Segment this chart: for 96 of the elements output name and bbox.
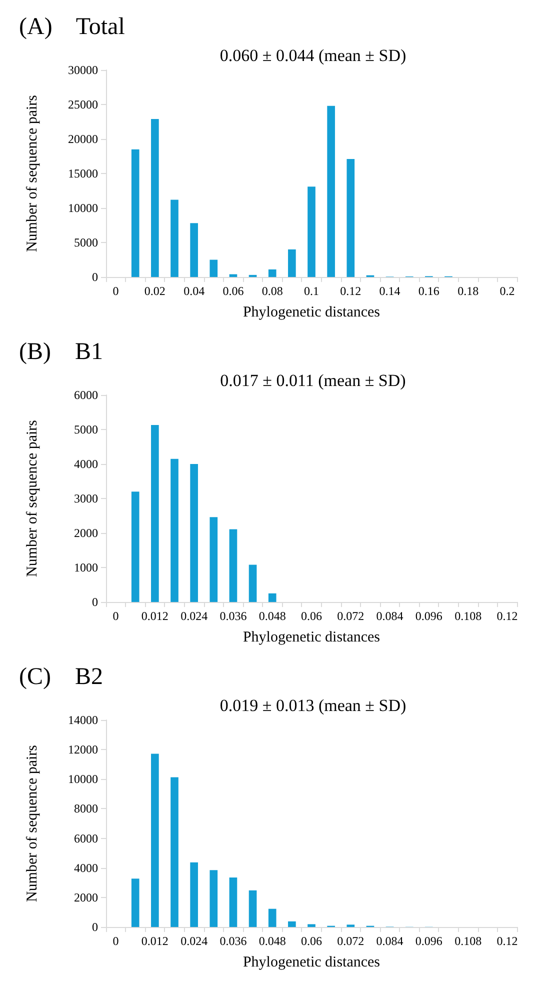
x-tick-label: 0.14 bbox=[379, 284, 400, 298]
bar bbox=[288, 249, 296, 277]
bar bbox=[308, 186, 316, 277]
bar bbox=[170, 777, 178, 927]
y-tick-label: 3000 bbox=[74, 492, 98, 506]
bar bbox=[229, 274, 238, 277]
x-tick-label: 0.12 bbox=[496, 934, 518, 948]
y-tick-label: 2000 bbox=[74, 890, 98, 904]
y-tick-label: 10000 bbox=[68, 201, 98, 215]
bar bbox=[308, 924, 316, 927]
bar bbox=[151, 425, 159, 602]
x-tick-label: 0.12 bbox=[340, 284, 362, 298]
y-tick-label: 4000 bbox=[74, 860, 98, 875]
bar bbox=[248, 564, 257, 602]
x-tick-label: 0.18 bbox=[458, 284, 479, 298]
bar bbox=[268, 908, 276, 927]
y-axis-title: Number of sequence pairs bbox=[24, 420, 40, 578]
y-tick-label: 10000 bbox=[68, 772, 98, 786]
bar bbox=[268, 269, 276, 277]
y-tick-label: 12000 bbox=[68, 742, 98, 757]
bar bbox=[210, 517, 218, 602]
y-tick-label: 5000 bbox=[74, 422, 98, 436]
x-tick-label: 0.096 bbox=[415, 934, 442, 948]
chart-title: (A) Total bbox=[19, 14, 126, 40]
bar bbox=[327, 106, 335, 277]
bar bbox=[229, 529, 238, 602]
bar bbox=[151, 118, 159, 277]
x-axis-title: Phylogenetic distances bbox=[242, 304, 380, 320]
y-tick-label: 2000 bbox=[74, 526, 98, 540]
chart-title: (C) B2 bbox=[19, 664, 103, 690]
y-tick-label: 20000 bbox=[68, 132, 98, 146]
y-tick-label: 6000 bbox=[74, 388, 98, 402]
bar bbox=[190, 464, 198, 602]
bar bbox=[346, 159, 355, 277]
y-axis-title: Number of sequence pairs bbox=[24, 94, 40, 252]
bar bbox=[229, 877, 238, 927]
bar bbox=[170, 200, 178, 277]
y-tick-label: 6000 bbox=[74, 831, 98, 846]
y-tick-label: 8000 bbox=[74, 802, 98, 816]
x-tick-label: 0 bbox=[112, 934, 119, 948]
x-tick-label: 0.16 bbox=[418, 284, 440, 298]
y-tick-label: 14000 bbox=[68, 713, 98, 727]
y-tick-label: 4000 bbox=[74, 457, 98, 471]
x-tick-label: 0.1 bbox=[304, 284, 319, 298]
x-tick-label: 0.12 bbox=[496, 609, 518, 623]
x-tick-label: 0.04 bbox=[184, 284, 205, 298]
x-tick-label: 0.048 bbox=[258, 934, 286, 948]
bar bbox=[210, 870, 218, 927]
y-tick-label: 5000 bbox=[74, 236, 98, 250]
bar bbox=[151, 754, 159, 927]
x-tick-label: 0.06 bbox=[301, 934, 322, 948]
x-tick-label: 0.02 bbox=[144, 284, 166, 298]
x-tick-label: 0.012 bbox=[141, 934, 168, 948]
x-tick-label: 0.084 bbox=[376, 934, 404, 948]
bar bbox=[248, 890, 257, 927]
chart-subtitle: 0.019 ± 0.013 (mean ± SD) bbox=[220, 696, 406, 715]
x-tick-label: 0.024 bbox=[180, 934, 208, 948]
y-tick-label: 0 bbox=[92, 920, 98, 934]
x-tick-label: 0.108 bbox=[454, 934, 482, 948]
x-tick-label: 0.06 bbox=[301, 609, 322, 623]
y-tick-label: 0 bbox=[92, 595, 98, 609]
y-tick-label: 0 bbox=[92, 270, 98, 284]
chart-subtitle: 0.017 ± 0.011 (mean ± SD) bbox=[220, 371, 406, 390]
bar bbox=[190, 862, 198, 927]
y-tick-label: 15000 bbox=[68, 166, 98, 180]
bar bbox=[210, 260, 218, 277]
y-axis-title: Number of sequence pairs bbox=[24, 744, 40, 902]
bar bbox=[131, 878, 140, 927]
x-axis-title: Phylogenetic distances bbox=[242, 954, 380, 970]
x-tick-label: 0.036 bbox=[220, 609, 247, 623]
bar bbox=[288, 921, 296, 927]
bar bbox=[268, 593, 276, 602]
bar bbox=[190, 223, 198, 277]
x-tick-label: 0.08 bbox=[262, 284, 283, 298]
x-tick-label: 0.048 bbox=[258, 609, 286, 623]
x-tick-label: 0.084 bbox=[376, 609, 404, 623]
bar bbox=[131, 149, 140, 277]
y-tick-label: 1000 bbox=[74, 560, 98, 574]
x-tick-label: 0.024 bbox=[180, 609, 208, 623]
x-tick-label: 0.096 bbox=[415, 609, 442, 623]
x-tick-label: 0 bbox=[112, 284, 119, 298]
chart-subtitle: 0.060 ± 0.044 (mean ± SD) bbox=[220, 46, 406, 65]
x-tick-label: 0.036 bbox=[220, 934, 247, 948]
x-axis-title: Phylogenetic distances bbox=[242, 630, 380, 646]
bar bbox=[170, 458, 178, 602]
x-tick-label: 0.06 bbox=[222, 284, 244, 298]
y-tick-label: 25000 bbox=[68, 98, 98, 112]
x-tick-label: 0.012 bbox=[141, 609, 168, 623]
y-tick-label: 30000 bbox=[68, 63, 98, 77]
x-tick-label: 0.2 bbox=[500, 284, 515, 298]
chart-title: (B) B1 bbox=[19, 339, 103, 365]
bar bbox=[131, 492, 140, 602]
x-tick-label: 0.072 bbox=[337, 934, 364, 948]
x-tick-label: 0 bbox=[112, 609, 119, 623]
x-tick-label: 0.072 bbox=[337, 609, 364, 623]
x-tick-label: 0.108 bbox=[454, 609, 482, 623]
